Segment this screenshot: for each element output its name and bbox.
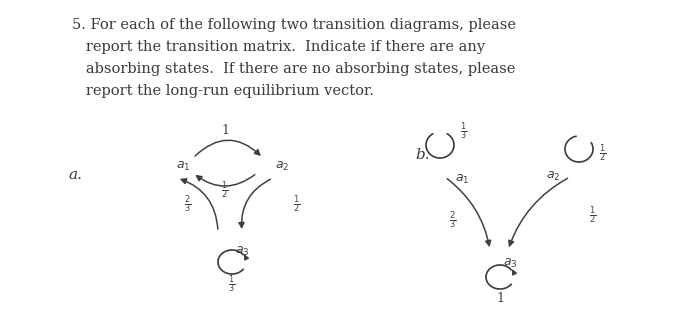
Text: 5. For each of the following two transition diagrams, please: 5. For each of the following two transit… bbox=[72, 18, 516, 32]
FancyArrowPatch shape bbox=[509, 178, 568, 246]
FancyArrowPatch shape bbox=[447, 179, 491, 245]
Text: $a_1$: $a_1$ bbox=[176, 159, 190, 173]
Text: $\frac{2}{3}$: $\frac{2}{3}$ bbox=[184, 193, 192, 215]
Text: report the long-run equilibrium vector.: report the long-run equilibrium vector. bbox=[72, 84, 374, 98]
Text: $\frac{1}{2}$: $\frac{1}{2}$ bbox=[221, 179, 229, 201]
Text: $\frac{1}{2}$: $\frac{1}{2}$ bbox=[293, 193, 300, 215]
Text: $\frac{1}{2}$: $\frac{1}{2}$ bbox=[599, 142, 607, 164]
Text: $a_2$: $a_2$ bbox=[546, 170, 560, 183]
Text: $a_1$: $a_1$ bbox=[455, 173, 470, 186]
Text: $\frac{1}{2}$: $\frac{1}{2}$ bbox=[589, 204, 596, 226]
FancyArrowPatch shape bbox=[239, 179, 270, 227]
Text: b.: b. bbox=[415, 148, 430, 162]
FancyArrowPatch shape bbox=[195, 140, 260, 156]
Text: $a_3$: $a_3$ bbox=[503, 257, 517, 270]
Text: 1: 1 bbox=[496, 293, 504, 306]
FancyArrowPatch shape bbox=[197, 175, 255, 186]
Text: report the transition matrix.  Indicate if there are any: report the transition matrix. Indicate i… bbox=[72, 40, 485, 54]
Text: $a_3$: $a_3$ bbox=[235, 245, 249, 258]
FancyArrowPatch shape bbox=[181, 179, 218, 229]
Text: a.: a. bbox=[68, 168, 82, 182]
FancyArrowPatch shape bbox=[512, 270, 516, 275]
Text: $a_2$: $a_2$ bbox=[275, 159, 289, 173]
Text: $\frac{1}{3}$: $\frac{1}{3}$ bbox=[461, 120, 468, 142]
Text: $\frac{1}{3}$: $\frac{1}{3}$ bbox=[228, 273, 236, 295]
Text: absorbing states.  If there are no absorbing states, please: absorbing states. If there are no absorb… bbox=[72, 62, 515, 76]
FancyArrowPatch shape bbox=[245, 256, 248, 260]
Text: 1: 1 bbox=[221, 124, 229, 137]
Text: $\frac{2}{3}$: $\frac{2}{3}$ bbox=[449, 209, 456, 231]
